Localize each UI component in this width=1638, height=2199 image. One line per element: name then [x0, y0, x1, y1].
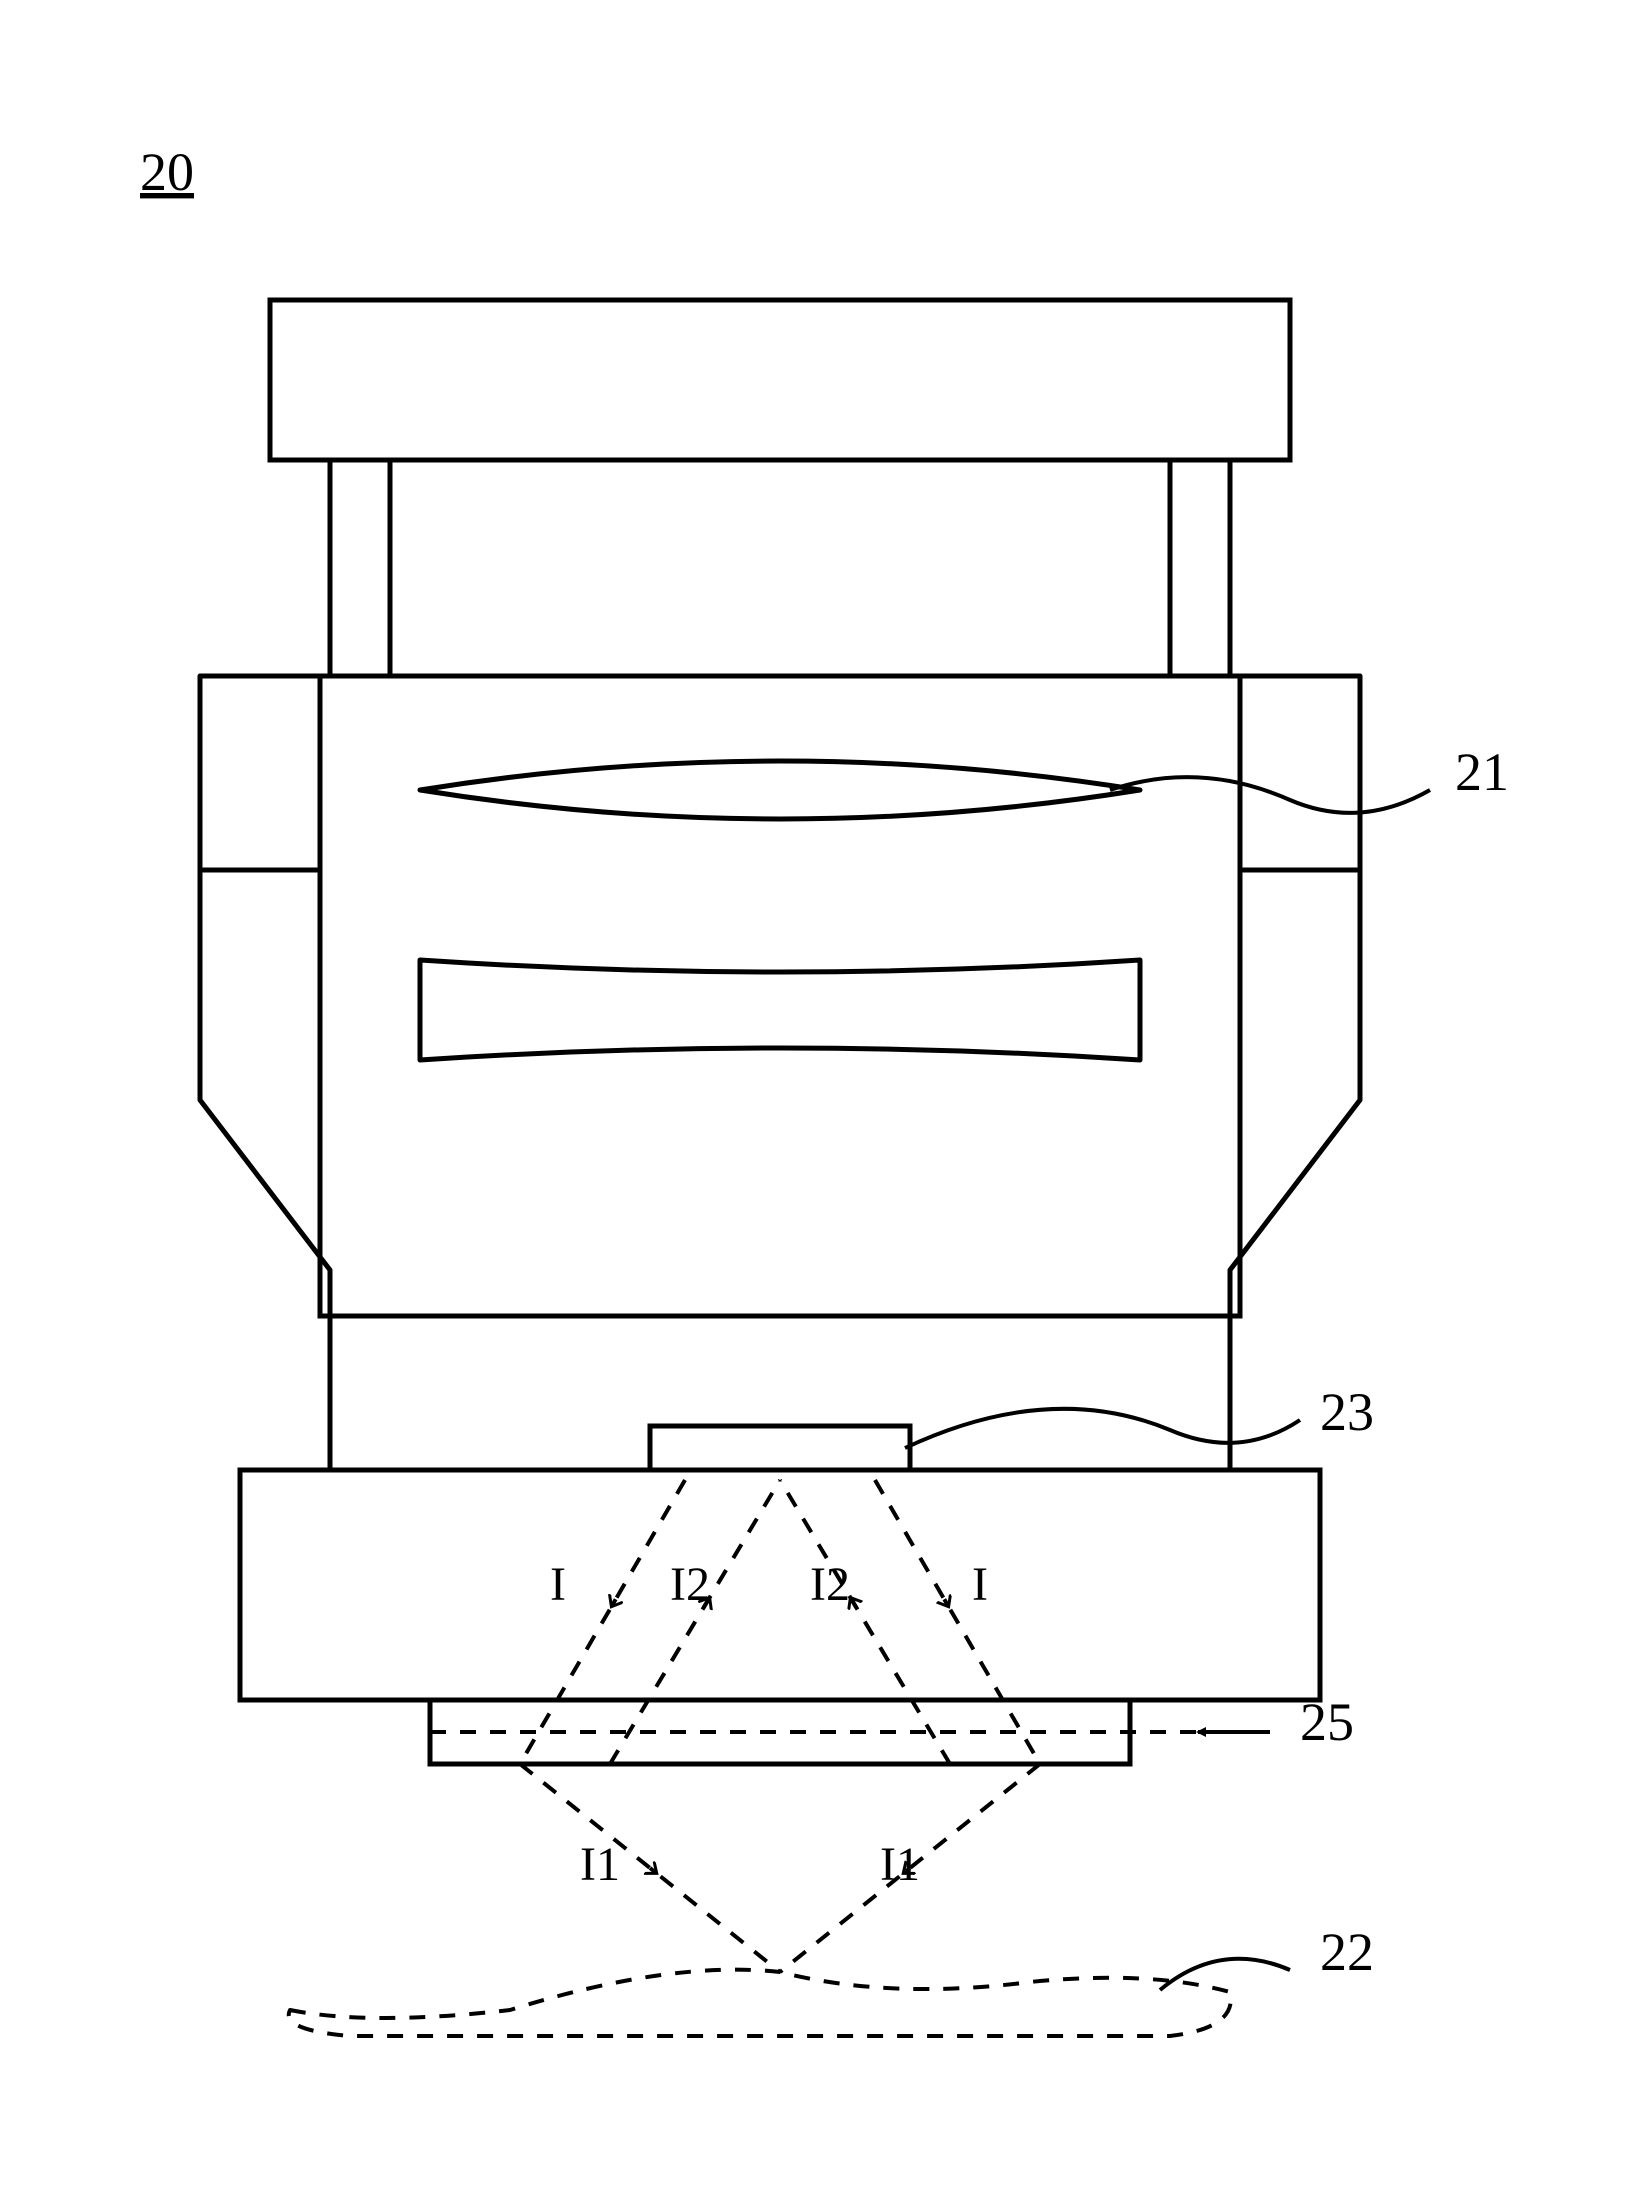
ray-I2: [610, 1480, 780, 1764]
diagram-svg: 20 21 22 23 25 I I I2 I2 I1 I1: [0, 0, 1638, 2199]
callout-21: [1110, 777, 1430, 813]
ray-label-I1_right: I1: [880, 1838, 920, 1891]
ray-label-I_right: I: [972, 1558, 988, 1611]
callout-label-21: 21: [1455, 742, 1509, 802]
ray-I2: [780, 1480, 950, 1764]
ray-label-I_left: I: [550, 1558, 566, 1611]
ray-I-left-down: [520, 1480, 685, 1764]
figure-label: 20: [140, 142, 194, 202]
ray-label-I2_left: I2: [670, 1558, 710, 1611]
callout-label-25: 25: [1300, 1692, 1354, 1752]
callout-23: [905, 1409, 1300, 1448]
lens-convex: [420, 761, 1140, 819]
lens-concave: [420, 960, 1140, 1060]
top-cap: [270, 300, 1290, 460]
sensor-23: [650, 1426, 910, 1470]
callout-22: [1160, 1959, 1290, 1990]
callout-label-22: 22: [1320, 1922, 1374, 1982]
diagram-stage: 20 21 22 23 25 I I I2 I2 I1 I1: [0, 0, 1638, 2199]
inner-box: [320, 676, 1240, 1316]
lower-block: [240, 1470, 1320, 1700]
ray-label-I1_left: I1: [580, 1838, 620, 1891]
outer-shell: [200, 676, 1360, 1470]
ray-I-left-down-arrow: [612, 1599, 615, 1605]
ray-I-right-down-arrow: [944, 1599, 947, 1605]
object-22: [289, 1970, 1231, 2036]
ray-label-I2_right: I2: [810, 1558, 850, 1611]
callout-label-23: 23: [1320, 1382, 1374, 1442]
ray-I-right-down: [875, 1480, 1040, 1764]
